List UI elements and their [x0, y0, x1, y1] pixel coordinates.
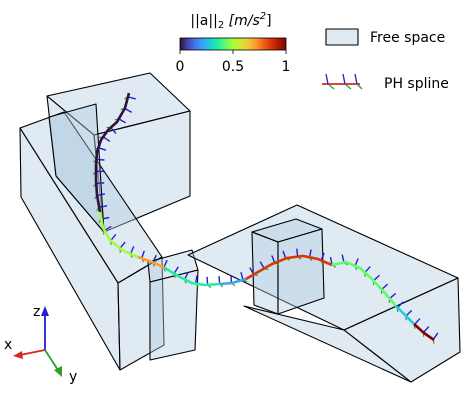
frame-normal-tick [249, 267, 255, 275]
y-axis-label: y [69, 369, 77, 385]
colorbar: ||a||2 [m/s2] 0 0.5 1 [176, 11, 291, 75]
frame-normal-tick [96, 193, 106, 197]
frame-normal-tick [240, 271, 244, 281]
axes-triad: z x y [4, 304, 77, 385]
frame-normal-tick [364, 266, 371, 273]
free-space-box-middle [147, 249, 199, 361]
legend-free-space-label: Free space [370, 30, 445, 46]
frame-normal-tick [98, 147, 107, 151]
frame-normal-tick [101, 216, 110, 220]
free-space-box-top [46, 72, 191, 233]
frame-normal-tick [140, 250, 145, 259]
frame-normal-tick [195, 275, 198, 284]
frame-normal-tick [102, 136, 111, 142]
frame-normal-tick [341, 254, 345, 263]
legend-spline-label: PH spline [384, 76, 449, 92]
legend: Free space PH spline [322, 28, 449, 92]
frame-normal-tick [152, 254, 157, 263]
frame-normal-tick [184, 271, 189, 280]
ph-spline-curve [94, 92, 435, 342]
z-axis-arrowhead [41, 306, 49, 316]
frame-normal-tick [259, 261, 265, 269]
frame-normal-tick [230, 275, 233, 284]
frame-normal-tick [104, 225, 112, 232]
frame-normal-tick [389, 292, 397, 300]
frame-normal-tick [173, 266, 179, 274]
frame-normal-tick [381, 283, 389, 291]
frame-normal-tick [354, 258, 359, 267]
frame-normal-tick [118, 118, 127, 124]
colorbar-gradient-bar [179, 37, 287, 51]
colorbar-label: ||a||2 [m/s2] [190, 11, 271, 31]
frame-normal-tick [422, 326, 430, 333]
frame-normal-tick [124, 107, 133, 113]
free-space-box-long [19, 111, 165, 371]
y-axis-arrowhead [54, 366, 62, 377]
frame-normal-tick [271, 255, 276, 264]
frame-normal-tick [308, 249, 312, 258]
colorbar-tick-label: 0 [176, 59, 185, 75]
frame-normal-tick [163, 259, 168, 268]
x-axis-label: x [4, 337, 12, 353]
colorbar-tick-label: 0.5 [222, 59, 244, 75]
x-axis-arrowhead [13, 351, 23, 359]
frame-normal-tick [373, 274, 380, 282]
y-axis-arrow [44, 349, 59, 371]
colorbar-tick-label: 1 [282, 59, 291, 75]
frame-normal-tick [129, 246, 135, 255]
frame-normal-tick [127, 96, 136, 100]
frame-normal-tick [320, 252, 325, 261]
frame-normal-tick [110, 234, 117, 242]
free-space-box-inner-right [251, 218, 325, 315]
frame-normal-tick [110, 127, 117, 134]
frame-normal-tick [96, 182, 105, 185]
frame-normal-tick [99, 205, 108, 208]
z-axis-label: z [33, 304, 40, 320]
frame-normal-tick [296, 248, 299, 257]
frame-normal-tick [218, 275, 221, 285]
frame-normal-tick [119, 241, 126, 249]
frame-normal-tick [414, 318, 421, 325]
frame-normal-tick [397, 301, 404, 309]
frame-normal-tick [432, 332, 439, 340]
frame-normal-tick [96, 158, 105, 161]
legend-free-space-swatch [325, 28, 359, 46]
frame-normal-tick [405, 309, 413, 317]
frame-normal-tick [282, 250, 287, 259]
x-axis-arrow [19, 349, 46, 356]
legend-spline-swatch [322, 73, 363, 90]
frame-normal-tick [206, 276, 209, 285]
